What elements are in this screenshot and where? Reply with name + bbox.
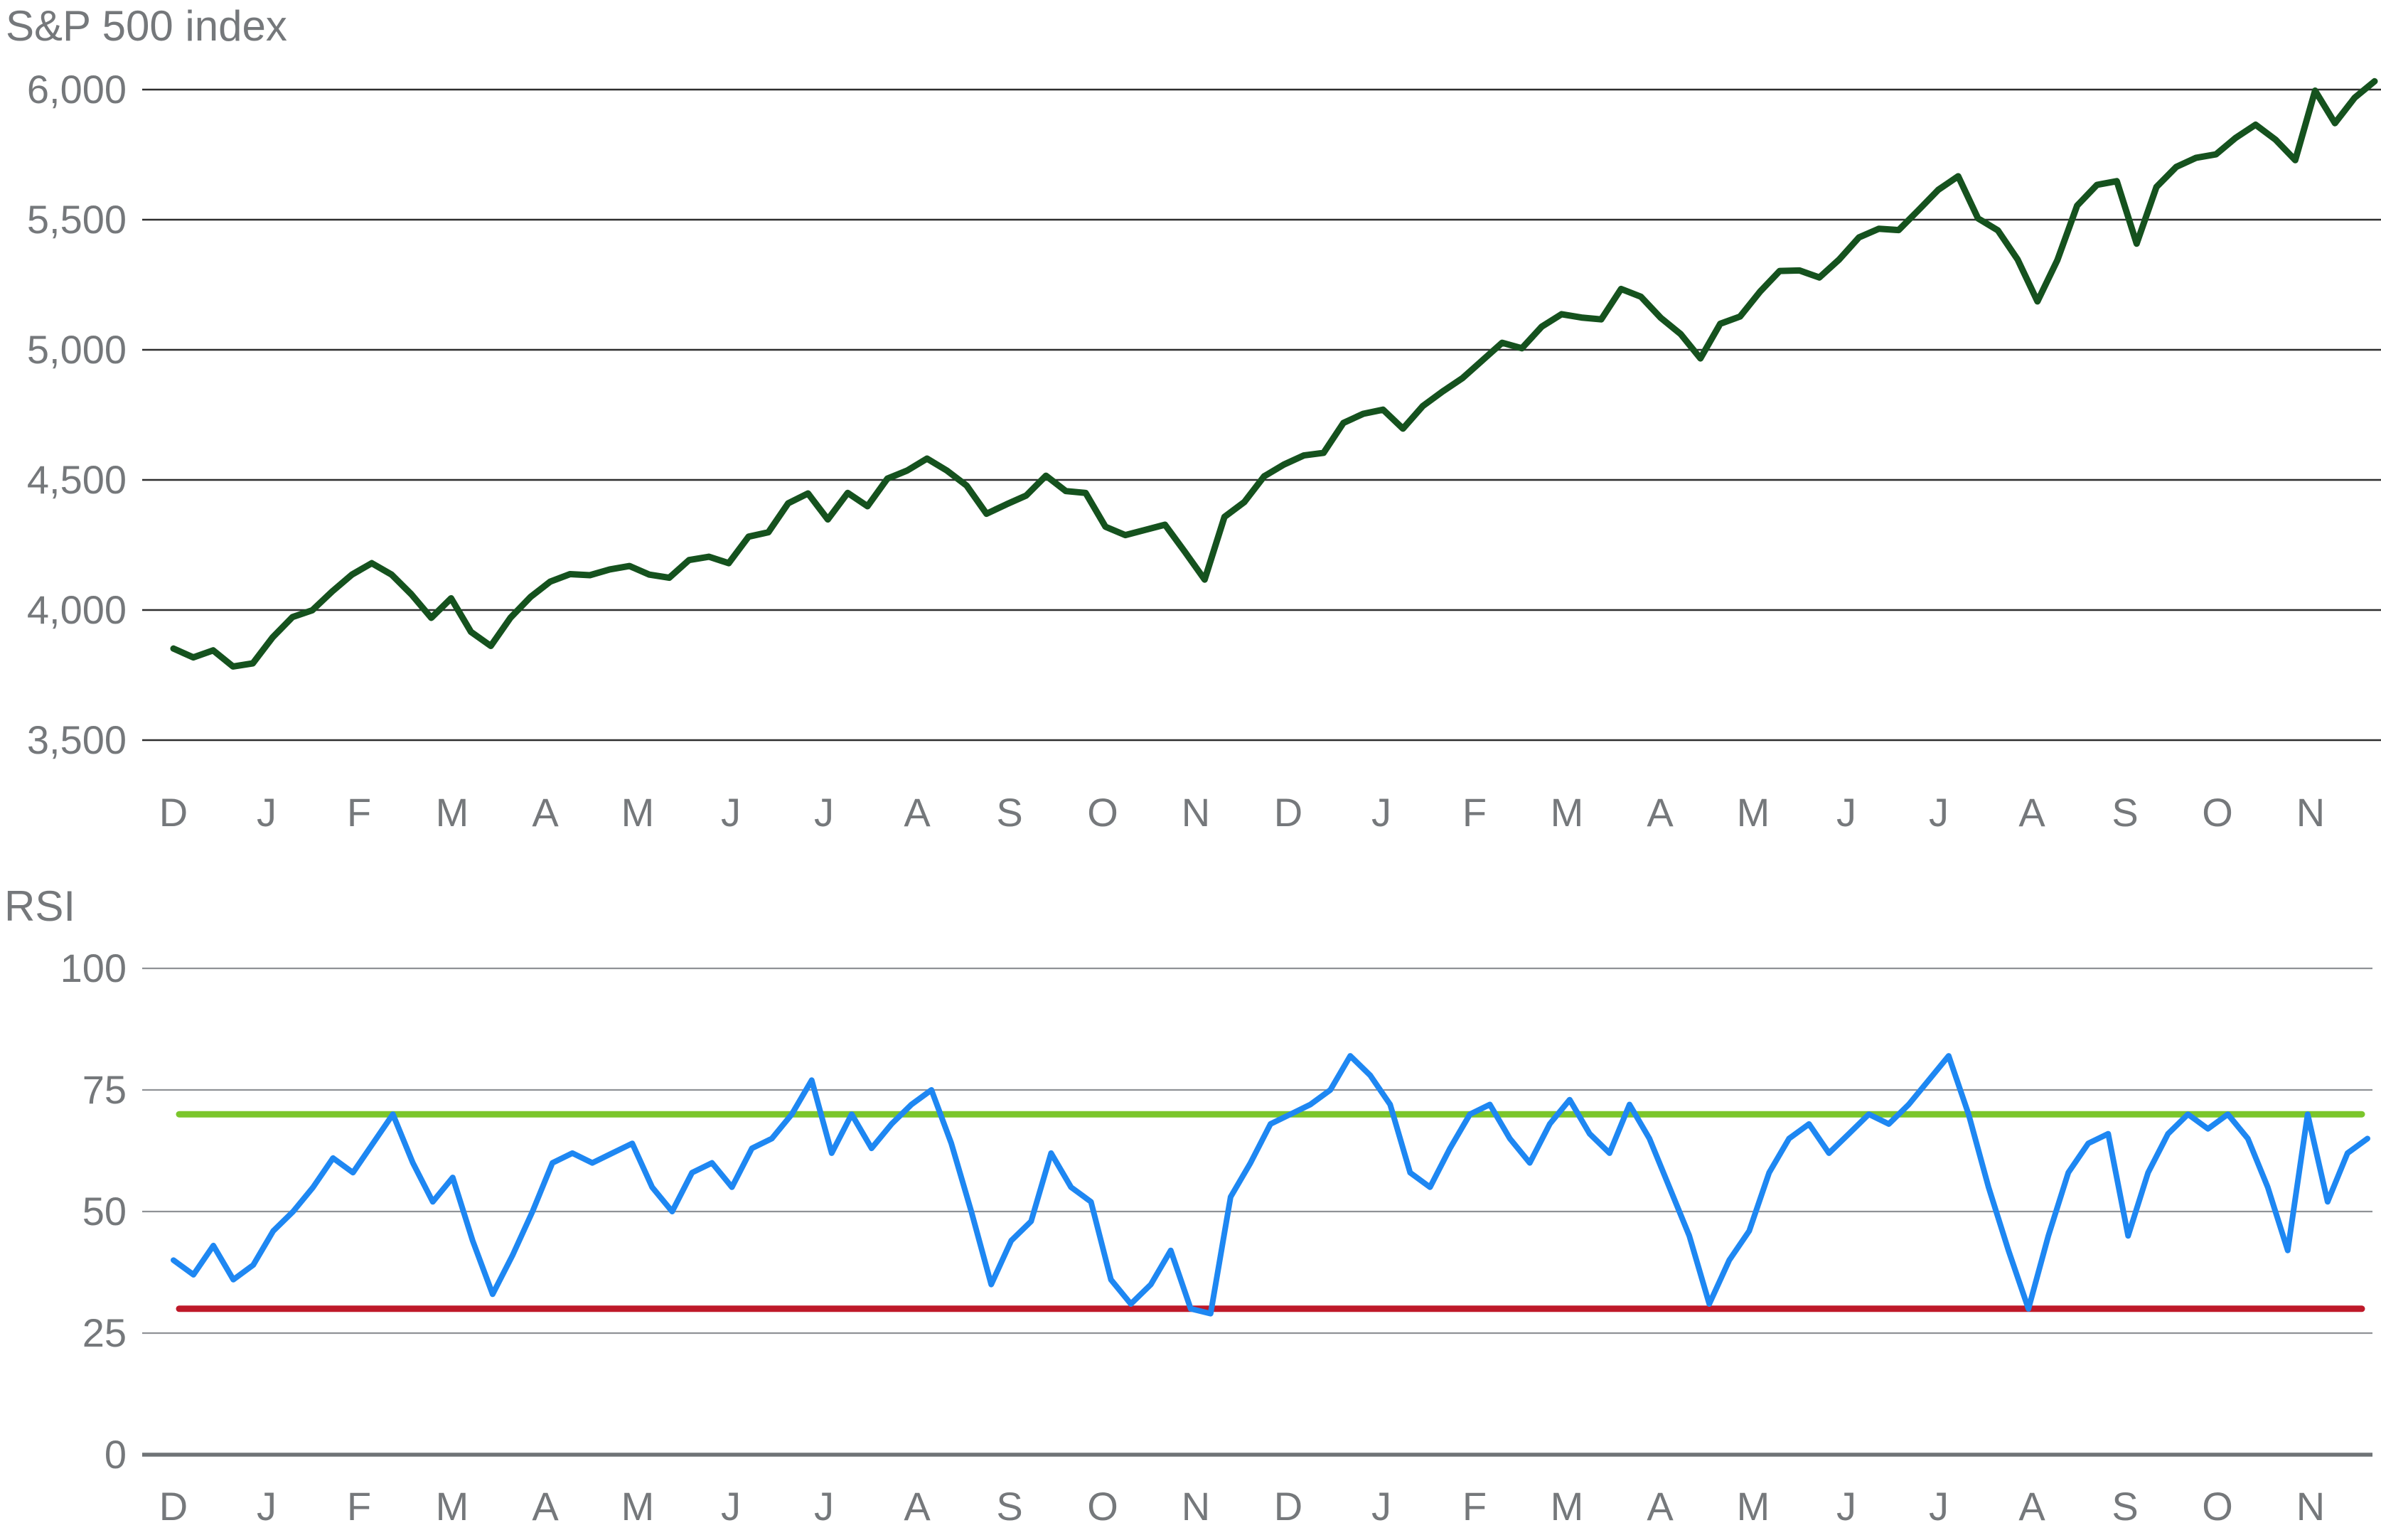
- price-x-tick-label: M: [621, 790, 655, 835]
- price-x-tick-label: N: [2296, 790, 2326, 835]
- rsi-x-tick-label: J: [721, 1484, 741, 1529]
- rsi-y-tick-label: 0: [104, 1432, 127, 1477]
- rsi-x-tick-label: O: [2202, 1484, 2233, 1529]
- price-y-tick-label: 4,500: [26, 457, 127, 502]
- rsi-line-group: [171, 1053, 2370, 1317]
- rsi-line: [171, 1053, 2370, 1317]
- price-x-tick-label: A: [2018, 790, 2045, 835]
- rsi-x-tick-label: N: [1181, 1484, 1211, 1529]
- price-x-tick-label: J: [257, 790, 277, 835]
- price-x-tick-label: O: [1087, 790, 1118, 835]
- rsi-x-tick-label: A: [1647, 1484, 1674, 1529]
- price-chart-title: S&P 500 index: [6, 2, 287, 50]
- price-x-tick-label: M: [435, 790, 469, 835]
- rsi-x-tick-label: A: [2018, 1484, 2045, 1529]
- price-x-tick-label: F: [346, 790, 372, 835]
- rsi-x-tick-label: A: [532, 1484, 559, 1529]
- price-x-tick-label: J: [1371, 790, 1391, 835]
- price-line: [170, 77, 2378, 670]
- rsi-x-tick-label: M: [1550, 1484, 1584, 1529]
- rsi-y-tick-label: 25: [82, 1310, 127, 1355]
- price-x-tick-label: J: [814, 790, 834, 835]
- rsi-gridlines: [142, 967, 2372, 1457]
- price-gridlines: [142, 88, 2381, 742]
- price-x-tick-label: M: [1736, 790, 1770, 835]
- price-x-tick-label: J: [1929, 790, 1949, 835]
- rsi-x-tick-label: D: [1273, 1484, 1303, 1529]
- rsi-x-tick-label: D: [159, 1484, 188, 1529]
- price-y-tick-label: 4,000: [26, 587, 127, 632]
- price-x-tick-label: J: [721, 790, 741, 835]
- rsi-x-tick-label: J: [1929, 1484, 1949, 1529]
- rsi-y-tick-label: 75: [82, 1067, 127, 1112]
- rsi-reference-lines: [176, 1111, 2365, 1312]
- rsi-x-tick-label: S: [2112, 1484, 2139, 1529]
- price-x-tick-label: D: [159, 790, 188, 835]
- rsi-chart-title: RSI: [4, 882, 76, 930]
- rsi-x-tick-label: J: [1836, 1484, 1856, 1529]
- rsi-x-tick-label: N: [2296, 1484, 2326, 1529]
- rsi-x-tick-label: M: [435, 1484, 469, 1529]
- rsi-x-tick-label: M: [1736, 1484, 1770, 1529]
- price-x-tick-label: N: [1181, 790, 1211, 835]
- price-y-tick-label: 6,000: [26, 67, 127, 112]
- price-x-tick-label: D: [1273, 790, 1303, 835]
- rsi-y-tick-label: 50: [82, 1189, 127, 1234]
- price-y-tick-label: 5,500: [26, 197, 127, 242]
- rsi-x-tick-label: M: [621, 1484, 655, 1529]
- price-x-tick-label: J: [1836, 790, 1856, 835]
- rsi-x-tick-label: F: [346, 1484, 372, 1529]
- price-y-tick-label: 3,500: [26, 717, 127, 762]
- rsi-x-tick-label: A: [904, 1484, 931, 1529]
- rsi-x-tick-label: S: [996, 1484, 1023, 1529]
- price-x-tick-label: M: [1550, 790, 1584, 835]
- rsi-x-tick-label: J: [814, 1484, 834, 1529]
- price-x-tick-label: O: [2202, 790, 2233, 835]
- rsi-x-tick-label: F: [1462, 1484, 1487, 1529]
- rsi-x-tick-label: O: [1087, 1484, 1118, 1529]
- price-line-group: [170, 77, 2378, 670]
- price-x-tick-label: A: [1647, 790, 1674, 835]
- price-x-tick-label: S: [2112, 790, 2139, 835]
- price-x-tick-label: S: [996, 790, 1023, 835]
- rsi-x-tick-label: J: [1371, 1484, 1391, 1529]
- rsi-y-tick-label: 100: [60, 946, 127, 990]
- rsi-x-tick-label: J: [257, 1484, 277, 1529]
- price-x-tick-label: F: [1462, 790, 1487, 835]
- price-x-tick-label: A: [904, 790, 931, 835]
- price-x-tick-label: A: [532, 790, 559, 835]
- price-y-tick-label: 5,000: [26, 327, 127, 372]
